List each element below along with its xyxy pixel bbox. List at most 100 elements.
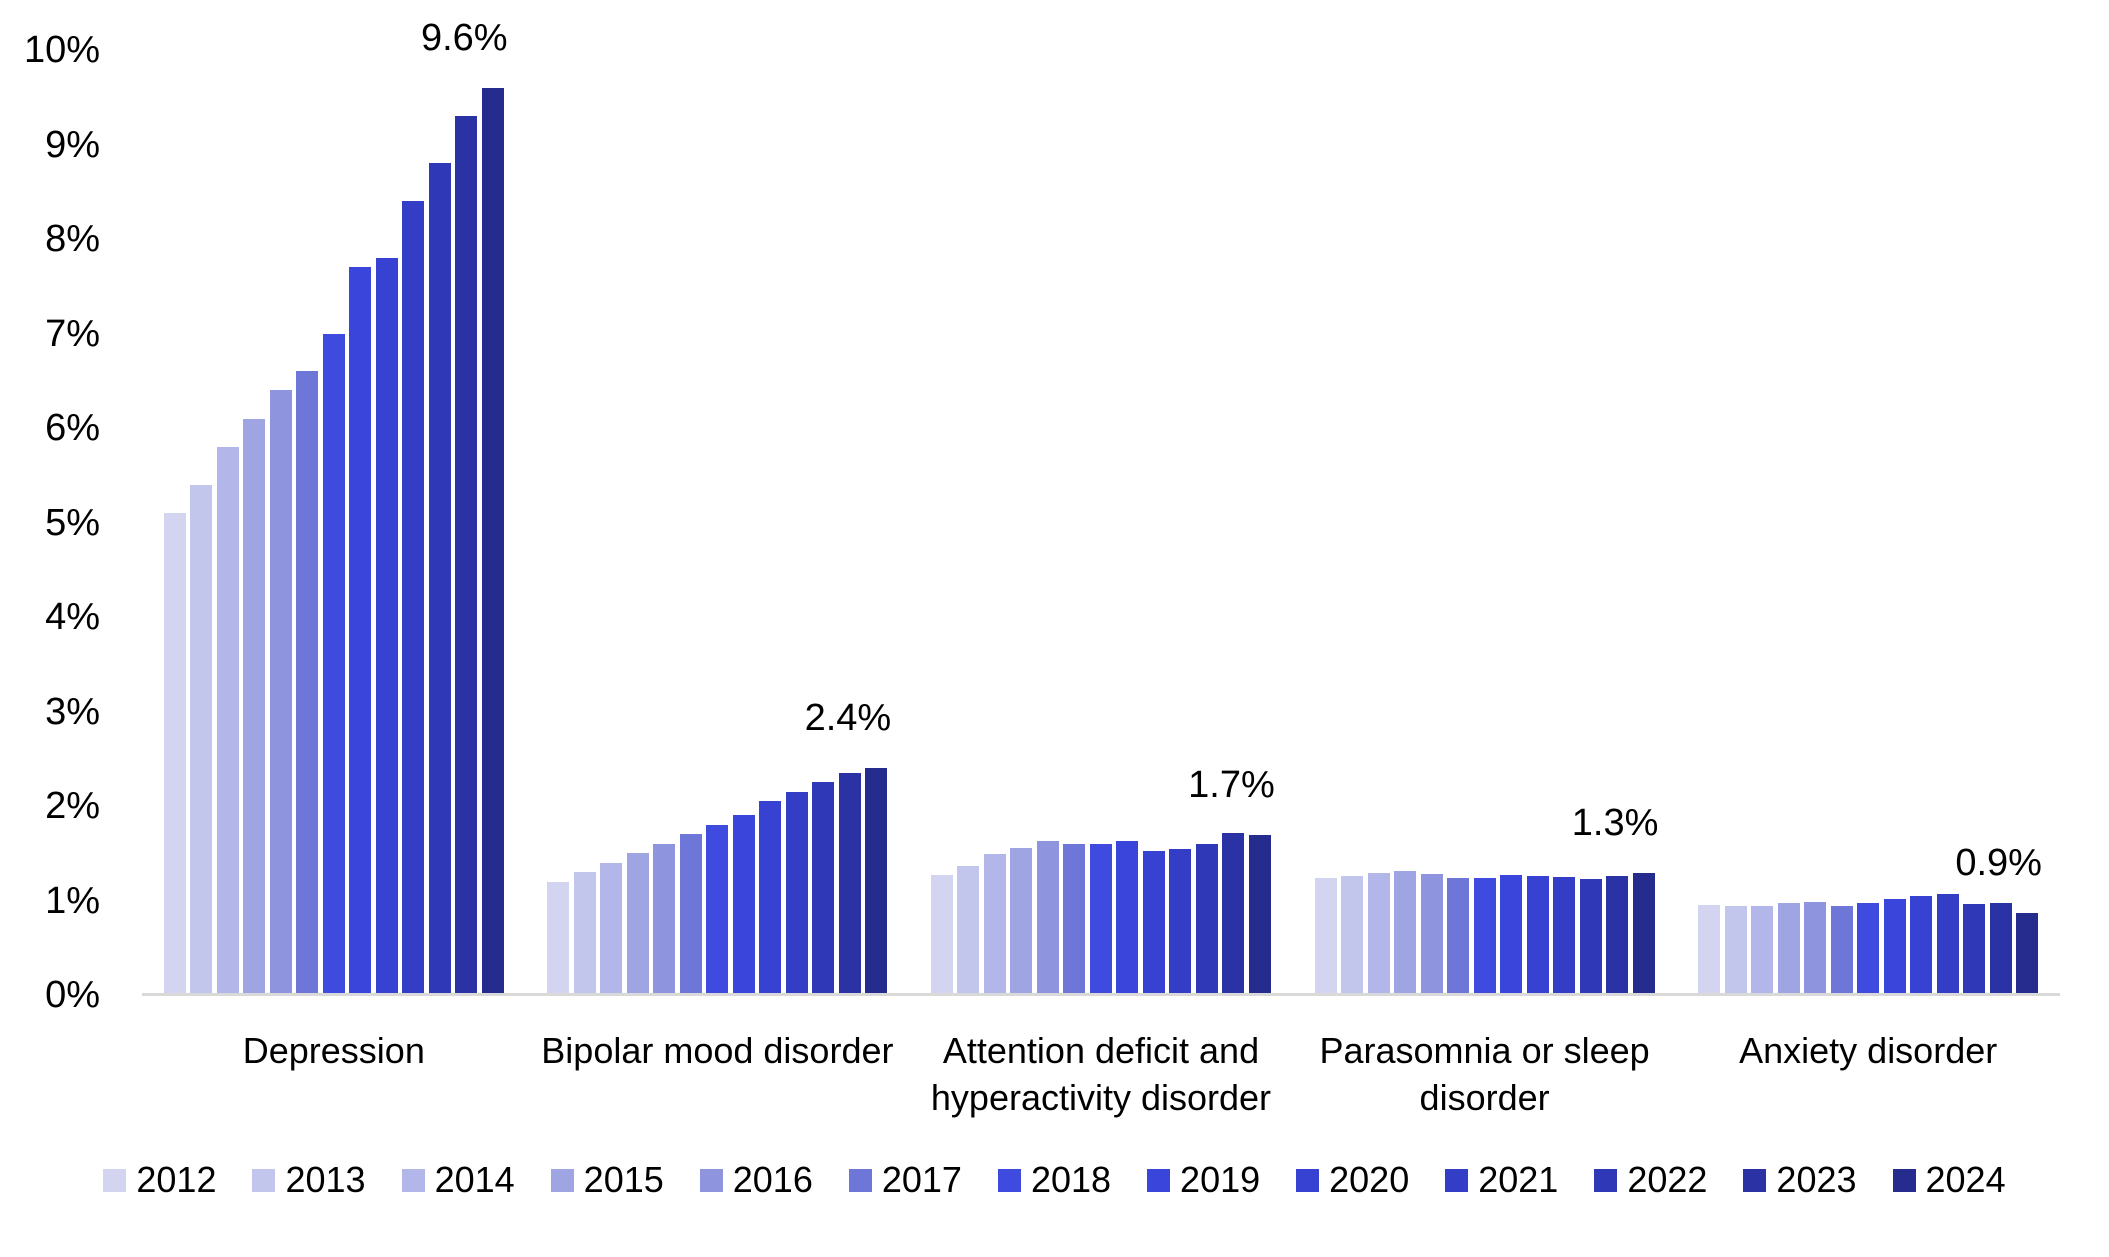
legend-label: 2021 [1478, 1159, 1559, 1200]
bar-2015-category-1 [243, 418, 266, 995]
bar-2015-category-5 [1777, 903, 1800, 995]
bar-2022-category-4 [1579, 878, 1602, 995]
bar-2012-category-3 [930, 875, 953, 995]
legend-swatch-icon [103, 1168, 127, 1192]
bar-2017-category-1 [296, 371, 319, 995]
bar-2022-category-5 [1963, 904, 1986, 995]
legend-swatch-icon [550, 1168, 574, 1192]
bar-2019-category-2 [732, 815, 755, 995]
bar-2019-category-5 [1883, 898, 1906, 995]
bar-2015-category-3 [1010, 847, 1033, 995]
legend-item-2024: 2024 [1892, 1158, 2006, 1202]
bar-2018-category-3 [1089, 843, 1112, 995]
data-label-1: 9.6% [420, 16, 508, 59]
bar-group-1: 9.6% [142, 18, 526, 995]
y-tick-label-0: 0% [45, 974, 100, 1016]
bar-2012-category-2 [547, 881, 570, 995]
y-tick-label-1: 1% [45, 879, 100, 922]
bar-2018-category-2 [706, 824, 729, 995]
bar-2013-category-5 [1724, 906, 1747, 995]
legend-item-2018: 2018 [997, 1158, 1111, 1202]
bar-2014-category-5 [1751, 906, 1774, 995]
legend-swatch-icon [1743, 1168, 1767, 1192]
x-axis-line [142, 993, 2060, 996]
bar-2015-category-2 [626, 853, 649, 995]
legend-swatch-icon [1147, 1168, 1171, 1192]
bar-2020-category-2 [759, 801, 782, 995]
y-tick-label-10: 10% [23, 29, 100, 71]
bar-2020-category-4 [1526, 875, 1549, 995]
bar-2014-category-1 [216, 446, 239, 995]
legend-item-2016: 2016 [699, 1158, 813, 1202]
bar-2020-category-3 [1142, 851, 1165, 995]
legend-swatch-icon [401, 1168, 425, 1192]
category-label-5: Anxiety disorder [1739, 1030, 1998, 1071]
bar-2024-category-5 [2016, 912, 2039, 995]
data-label-3: 1.7% [1188, 764, 1275, 807]
data-label-4: 1.3% [1571, 802, 1659, 845]
legend-label: 2019 [1180, 1159, 1261, 1200]
y-tick-label-9: 9% [45, 123, 100, 166]
bar-2023-category-3 [1222, 833, 1245, 995]
bar-2024-category-2 [865, 768, 888, 995]
y-tick-label-6: 6% [45, 407, 100, 449]
bar-2013-category-3 [957, 865, 980, 995]
bar-2024-category-1 [481, 87, 504, 995]
bar-2023-category-1 [455, 116, 478, 995]
legend-swatch-icon [1892, 1168, 1916, 1192]
data-label-2: 2.4% [804, 697, 892, 740]
bar-2021-category-4 [1553, 876, 1576, 995]
bar-2022-category-1 [428, 163, 451, 995]
bar-2018-category-5 [1857, 903, 1880, 995]
bar-group-3: 1.7% [909, 50, 1293, 995]
legend-swatch-icon [1594, 1168, 1618, 1192]
legend-swatch-icon [699, 1168, 723, 1192]
legend-item-2022: 2022 [1594, 1158, 1707, 1202]
bar-2016-category-2 [653, 843, 676, 995]
bar-2024-category-4 [1632, 873, 1655, 995]
bar-2018-category-4 [1473, 877, 1496, 995]
data-label-5: 0.9% [1955, 841, 2042, 884]
y-tick-label-4: 4% [45, 596, 100, 638]
y-tick-label-3: 3% [45, 690, 100, 733]
bar-2017-category-5 [1830, 906, 1853, 995]
category-axis: Depression Bipolar mood disorder Attention… [142, 1028, 2060, 1122]
bar-2013-category-2 [573, 872, 596, 995]
bar-2022-category-3 [1195, 843, 1218, 995]
bar-2020-category-5 [1910, 895, 1933, 995]
legend-item-2013: 2013 [252, 1158, 366, 1202]
legend-item-2014: 2014 [401, 1158, 515, 1202]
bar-2013-category-4 [1341, 875, 1364, 995]
bar-2016-category-1 [269, 390, 292, 995]
bar-2023-category-5 [1989, 903, 2012, 995]
bar-group-5: 0.9% [1676, 50, 2060, 995]
bar-group-4: 1.3% [1293, 50, 1677, 995]
bar-2017-category-3 [1063, 843, 1086, 995]
bar-2021-category-3 [1169, 848, 1192, 995]
bar-2015-category-4 [1394, 871, 1417, 995]
bar-2017-category-2 [679, 834, 702, 995]
bar-2021-category-1 [402, 201, 425, 995]
legend-item-2015: 2015 [550, 1158, 664, 1202]
y-tick-label-8: 8% [45, 218, 100, 260]
legend-label: 2020 [1329, 1159, 1410, 1200]
legend-swatch-icon [848, 1168, 872, 1192]
plot-area: 9.6% 2.4% 1.7% 1.3% 0.9% [142, 18, 2060, 995]
category-label-1: Depression [242, 1030, 425, 1071]
legend-label: 2012 [136, 1159, 217, 1200]
bar-2024-category-3 [1248, 835, 1271, 995]
bar-2014-category-4 [1367, 873, 1390, 995]
bar-2021-category-5 [1936, 893, 1959, 995]
legend-label: 2024 [1925, 1159, 2006, 1200]
bar-2014-category-3 [983, 854, 1006, 995]
legend-swatch-icon [997, 1168, 1021, 1192]
bar-2016-category-5 [1804, 902, 1827, 995]
category-label-3: Attention deficit and hyperactivity diso… [930, 1030, 1272, 1118]
legend-label: 2013 [285, 1159, 366, 1200]
legend-item-2019: 2019 [1147, 1158, 1260, 1202]
bar-2012-category-5 [1698, 905, 1721, 995]
bar-2012-category-4 [1314, 877, 1337, 995]
bar-2019-category-4 [1500, 875, 1523, 995]
bar-2014-category-2 [600, 862, 623, 995]
